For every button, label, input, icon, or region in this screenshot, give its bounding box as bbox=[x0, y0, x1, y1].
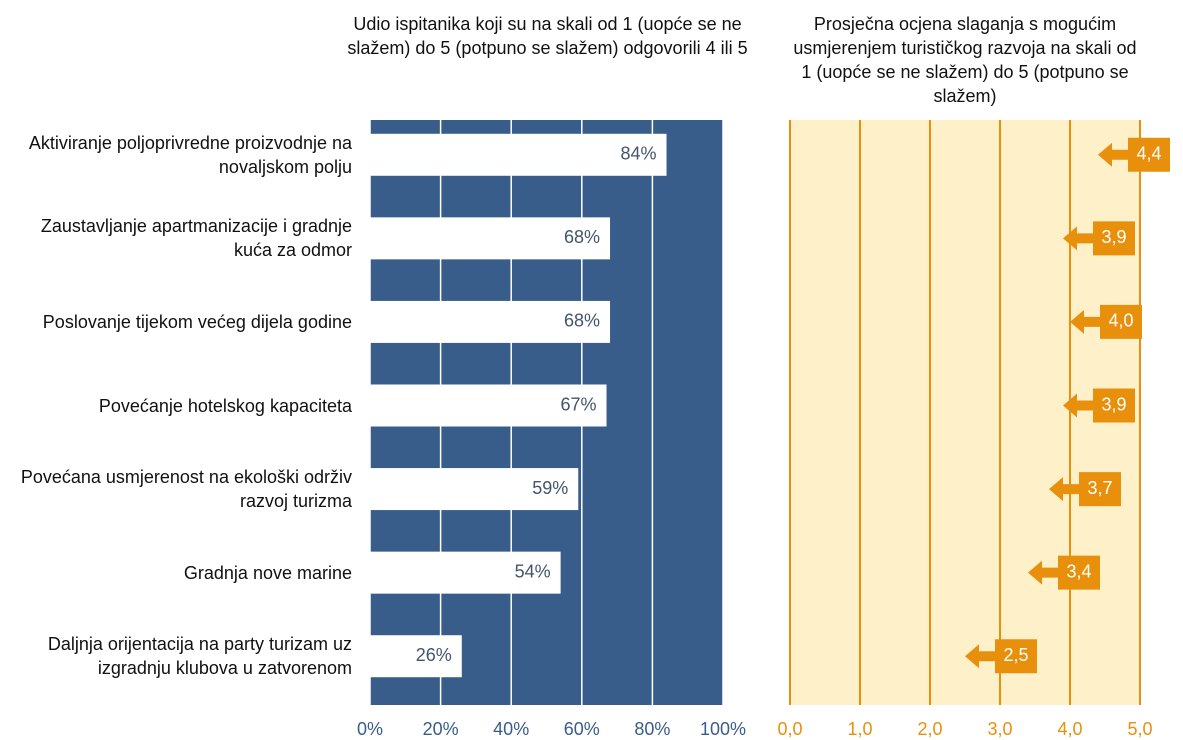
category-label: Povećana usmjerenost na ekološki održiv … bbox=[20, 467, 352, 512]
arrow-marker bbox=[1063, 221, 1135, 256]
value-label: 3,9 bbox=[1101, 227, 1126, 247]
value-label: 68% bbox=[564, 311, 600, 331]
category-label: Poslovanje tijekom većeg dijela godine bbox=[42, 311, 352, 332]
bar bbox=[370, 635, 462, 678]
value-label: 54% bbox=[515, 561, 551, 581]
category-label: Daljnja orijentacija na party turizam uz… bbox=[47, 634, 352, 679]
arrow-marker bbox=[1098, 137, 1170, 172]
arrow-marker bbox=[965, 639, 1037, 674]
value-label: 67% bbox=[560, 394, 596, 414]
right-title: Prosječna ocjena slaganja s mogućim usmj… bbox=[793, 14, 1137, 106]
value-label: 4,0 bbox=[1108, 311, 1133, 331]
x-tick-label: 0% bbox=[357, 719, 383, 739]
bar bbox=[370, 551, 561, 594]
category-label: Gradnja nove marine bbox=[183, 562, 352, 583]
arrow-marker bbox=[1070, 304, 1142, 339]
x-tick-label: 5,0 bbox=[1127, 719, 1152, 739]
value-label: 4,4 bbox=[1136, 144, 1161, 164]
arrow-marker bbox=[1028, 555, 1100, 590]
value-label: 3,4 bbox=[1066, 561, 1091, 581]
left-title: Udio ispitanika koji su na skali od 1 (u… bbox=[347, 14, 748, 58]
x-tick-label: 0,0 bbox=[777, 719, 802, 739]
x-tick-label: 3,0 bbox=[987, 719, 1012, 739]
arrow-marker bbox=[1049, 472, 1121, 507]
arrow-marker bbox=[1063, 388, 1135, 423]
value-label: 26% bbox=[416, 645, 452, 665]
bar bbox=[370, 217, 611, 260]
value-label: 2,5 bbox=[1003, 645, 1028, 665]
x-tick-label: 60% bbox=[564, 719, 600, 739]
category-label: Povećanje hotelskog kapaciteta bbox=[98, 395, 352, 416]
bar bbox=[370, 300, 611, 343]
x-tick-label: 4,0 bbox=[1057, 719, 1082, 739]
bar bbox=[370, 468, 579, 511]
x-tick-label: 20% bbox=[423, 719, 459, 739]
plot-background bbox=[790, 120, 1140, 705]
x-tick-label: 2,0 bbox=[917, 719, 942, 739]
value-label: 59% bbox=[532, 478, 568, 498]
bar bbox=[370, 133, 667, 176]
x-tick-label: 40% bbox=[493, 719, 529, 739]
x-tick-label: 100% bbox=[700, 719, 746, 739]
value-label: 68% bbox=[564, 227, 600, 247]
value-label: 3,9 bbox=[1101, 394, 1126, 414]
category-label: Zaustavljanje apartmanizacije i gradnje … bbox=[40, 216, 352, 261]
category-label: Aktiviranje poljoprivredne proizvodnje n… bbox=[28, 132, 352, 177]
value-label: 84% bbox=[620, 144, 656, 164]
x-tick-label: 1,0 bbox=[847, 719, 872, 739]
value-label: 3,7 bbox=[1087, 478, 1112, 498]
bar bbox=[370, 384, 607, 427]
x-tick-label: 80% bbox=[634, 719, 670, 739]
